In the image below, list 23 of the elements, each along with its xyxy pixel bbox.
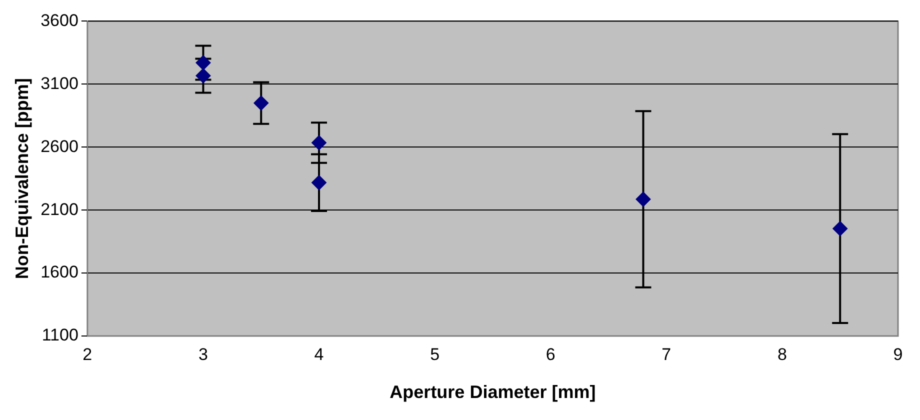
point <box>832 221 848 236</box>
y-tick-label: 3100 <box>40 74 78 93</box>
x-tick-label: 3 <box>198 344 208 364</box>
x-axis-title: Aperture Diameter [mm] <box>390 382 596 402</box>
point <box>196 55 211 70</box>
x-tick-label: 6 <box>546 344 556 364</box>
x-tick-label: 5 <box>430 344 440 364</box>
y-tick-label: 3600 <box>40 10 78 30</box>
y-axis-title: Non-Equivalence [ppm] <box>12 78 32 280</box>
y-tick-label: 1600 <box>40 262 78 282</box>
x-tick-label: 7 <box>662 344 672 364</box>
point <box>254 96 269 111</box>
point <box>196 68 211 84</box>
x-tick-label: 2 <box>82 344 92 364</box>
y-tick-label: 2100 <box>40 200 78 219</box>
y-tick-label: 2600 <box>40 136 78 156</box>
y-tick-label: 1100 <box>42 326 78 345</box>
point <box>636 192 651 207</box>
x-tick-label: 9 <box>893 344 903 364</box>
point <box>312 135 327 150</box>
point <box>312 175 327 190</box>
x-tick-label: 4 <box>314 344 324 364</box>
x-tick-label: 8 <box>777 344 787 364</box>
